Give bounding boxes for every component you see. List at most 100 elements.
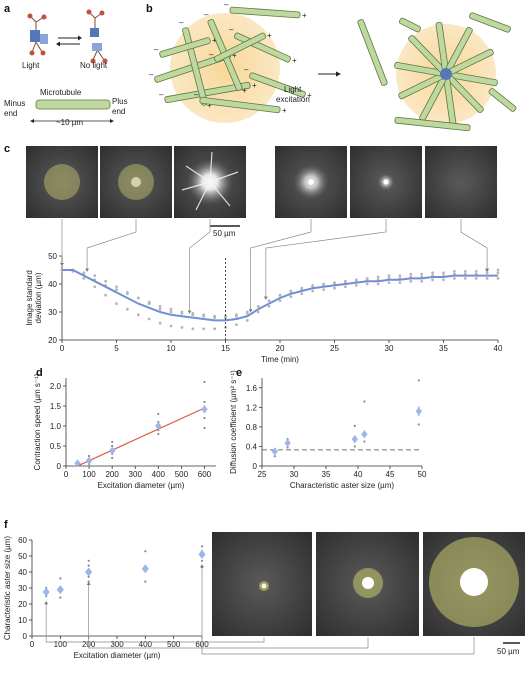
x-tick-label: 100 xyxy=(54,640,68,649)
y-tick-label: 0 xyxy=(253,462,258,471)
x-tick-label: 45 xyxy=(386,470,395,479)
replicate-point xyxy=(126,292,129,296)
y-tick-label: 1.6 xyxy=(246,384,258,393)
replicate-point xyxy=(157,432,160,436)
plus-end-mark: + xyxy=(292,56,297,65)
replicate-point xyxy=(442,278,445,282)
replicate-point xyxy=(344,285,347,289)
replicate-point xyxy=(354,284,358,287)
connector-line xyxy=(86,219,137,272)
connector-line xyxy=(189,219,211,314)
replicate-point xyxy=(278,299,282,303)
connector-arrow xyxy=(44,601,49,605)
panel-f: f 50 µm 0 100 200 300 400 500 6000102030405060… xyxy=(3,519,525,660)
micrograph-row-c: 50 µm xyxy=(26,146,497,238)
mean-point xyxy=(56,585,64,595)
x-tick-label: 25 xyxy=(330,344,339,353)
y-tick-label: 0 xyxy=(23,632,28,641)
y-axis-label: Contraction speed (µm s⁻¹) xyxy=(33,373,42,470)
micrograph-c1 xyxy=(26,146,98,218)
minus-end-mark: – xyxy=(204,10,209,19)
microtubule-icon xyxy=(469,12,511,33)
panel-a: a Light xyxy=(4,3,128,127)
microtubule-icon xyxy=(398,17,422,33)
panel-b: b –+–+–+–+–+–+–+–+–+–+ Light excitation xyxy=(146,0,517,132)
replicate-point xyxy=(180,310,184,314)
replicate-point xyxy=(126,307,129,311)
replicate-point xyxy=(363,440,366,443)
replicate-point xyxy=(111,440,114,444)
replicate-point xyxy=(496,268,500,272)
connector-line xyxy=(45,601,265,643)
replicate-point xyxy=(417,423,420,426)
x-tick-label: 0 xyxy=(30,640,35,649)
plus-end-mark: + xyxy=(267,31,272,40)
x-tick-label: 5 xyxy=(114,344,119,353)
microtubule-icon xyxy=(394,116,471,132)
minus-end-mark: – xyxy=(194,90,199,99)
replicate-point xyxy=(87,559,90,562)
connector-line xyxy=(250,219,312,313)
replicate-point xyxy=(144,580,147,583)
connector-line xyxy=(201,564,475,655)
replicate-point xyxy=(191,312,195,315)
length-label: ~10 µm xyxy=(56,118,83,127)
replicate-point xyxy=(235,323,238,326)
microtubule-icon xyxy=(229,6,301,19)
minus-end-mark: – xyxy=(154,45,159,54)
light-protein-icon xyxy=(27,13,48,56)
replicate-point xyxy=(115,285,118,289)
connector-line xyxy=(88,582,369,649)
replicate-point xyxy=(158,321,162,325)
mean-point xyxy=(141,564,149,574)
fit-line xyxy=(77,407,205,467)
y-tick-label: 0.4 xyxy=(246,442,258,451)
x-tick-label: 20 xyxy=(276,344,285,353)
replicate-point xyxy=(289,295,293,298)
connector-line xyxy=(265,219,387,300)
replicate-point xyxy=(267,299,271,303)
microtubule-icon xyxy=(164,81,251,104)
x-tick-label: 35 xyxy=(439,344,448,353)
mean-point xyxy=(284,439,291,448)
y-tick-label: 50 xyxy=(48,252,57,261)
replicate-point xyxy=(87,575,90,578)
replicate-point xyxy=(398,281,402,284)
scale-bar-f-label: 50 µm xyxy=(497,647,520,656)
replicate-point xyxy=(420,279,424,283)
replicate-point xyxy=(273,455,276,458)
panel-e: e 25 30 35 40 45 50 0 0.4 0.8 1.2 1.6 Characteristi… xyxy=(229,367,427,490)
microtubule-icon xyxy=(35,99,111,110)
x-tick-label: 30 xyxy=(290,470,299,479)
replicate-point xyxy=(144,550,147,553)
x-tick-label: 50 xyxy=(418,470,427,479)
replicate-point xyxy=(111,456,114,460)
replicate-point xyxy=(87,580,90,583)
replicate-point xyxy=(115,302,118,305)
replicate-point xyxy=(365,282,369,286)
minus-end-mark: – xyxy=(244,65,249,74)
replicate-point xyxy=(200,545,204,548)
connector-arrow xyxy=(248,309,253,313)
replicate-point xyxy=(82,277,86,280)
replicate-point xyxy=(147,300,151,304)
replicate-point xyxy=(115,288,118,291)
microtubules-left: –+–+–+–+–+–+–+–+–+–+ xyxy=(149,0,312,115)
replicate-point xyxy=(200,559,204,562)
x-tick-label: 300 xyxy=(129,470,143,479)
mean-point xyxy=(201,405,208,414)
replicate-point xyxy=(203,380,206,384)
y-axis-label: Diffusion coefficient (µm² s⁻¹) xyxy=(229,370,238,474)
y-tick-label: 20 xyxy=(18,600,27,609)
replicate-point xyxy=(87,454,91,458)
x-tick-label: 0 xyxy=(60,344,65,353)
x-tick-label: 15 xyxy=(221,344,230,353)
microtubule-icon xyxy=(199,96,281,114)
connector-arrow xyxy=(187,310,192,314)
replicate-point xyxy=(442,271,445,275)
connector-arrow xyxy=(485,268,490,272)
replicate-point xyxy=(157,412,160,416)
y-axis-label: Image standard xyxy=(25,270,34,326)
replicate-point xyxy=(245,310,249,314)
